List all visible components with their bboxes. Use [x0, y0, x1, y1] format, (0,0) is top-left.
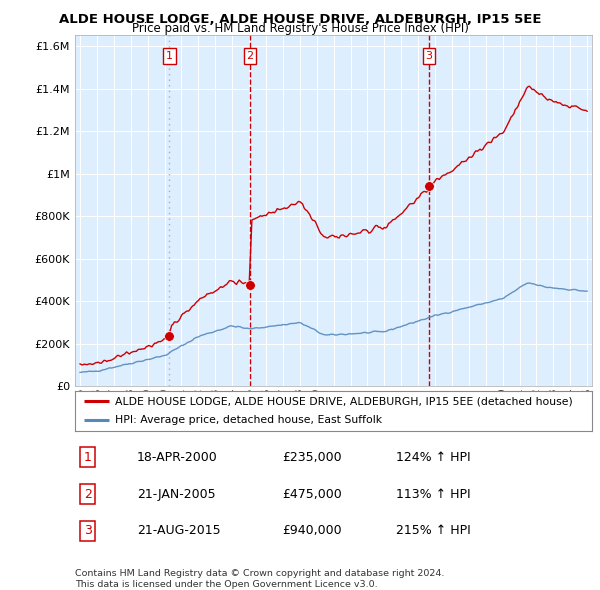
Text: ALDE HOUSE LODGE, ALDE HOUSE DRIVE, ALDEBURGH, IP15 5EE: ALDE HOUSE LODGE, ALDE HOUSE DRIVE, ALDE… [59, 13, 541, 26]
Text: 21-AUG-2015: 21-AUG-2015 [137, 525, 221, 537]
Text: 215% ↑ HPI: 215% ↑ HPI [395, 525, 470, 537]
Text: 21-JAN-2005: 21-JAN-2005 [137, 487, 215, 501]
Text: HPI: Average price, detached house, East Suffolk: HPI: Average price, detached house, East… [115, 415, 382, 425]
Text: 2: 2 [247, 51, 253, 61]
Text: £235,000: £235,000 [282, 451, 341, 464]
Text: Price paid vs. HM Land Registry's House Price Index (HPI): Price paid vs. HM Land Registry's House … [131, 22, 469, 35]
Text: 3: 3 [425, 51, 433, 61]
Text: 1: 1 [84, 451, 92, 464]
Text: 3: 3 [84, 525, 92, 537]
Text: 124% ↑ HPI: 124% ↑ HPI [395, 451, 470, 464]
Text: 1: 1 [166, 51, 173, 61]
Text: 18-APR-2000: 18-APR-2000 [137, 451, 218, 464]
Text: £475,000: £475,000 [282, 487, 341, 501]
Text: 2: 2 [84, 487, 92, 501]
Text: ALDE HOUSE LODGE, ALDE HOUSE DRIVE, ALDEBURGH, IP15 5EE (detached house): ALDE HOUSE LODGE, ALDE HOUSE DRIVE, ALDE… [115, 396, 573, 407]
Text: Contains HM Land Registry data © Crown copyright and database right 2024.
This d: Contains HM Land Registry data © Crown c… [75, 569, 445, 589]
Text: 113% ↑ HPI: 113% ↑ HPI [395, 487, 470, 501]
Text: £940,000: £940,000 [282, 525, 341, 537]
